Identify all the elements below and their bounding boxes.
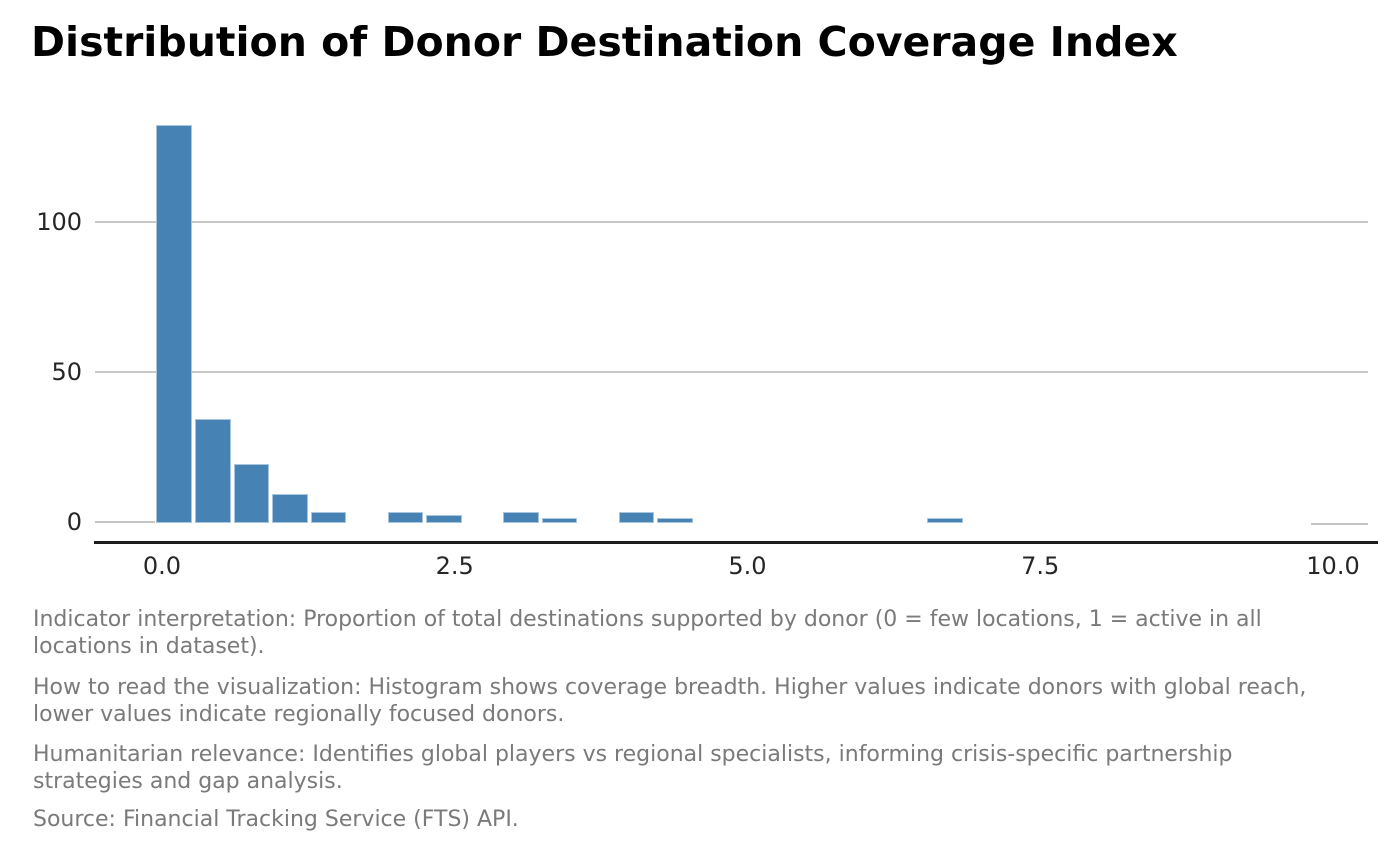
y-tick-label: 0 bbox=[66, 507, 82, 536]
note-line: locations in dataset). bbox=[33, 634, 265, 659]
zero-gridline-right-segment bbox=[1311, 522, 1368, 525]
histogram-bar bbox=[233, 463, 270, 523]
histogram-bar bbox=[387, 511, 424, 523]
note-humanitarian-relevance: Humanitarian relevance: Identifies globa… bbox=[33, 741, 1232, 795]
histogram-bar bbox=[926, 517, 963, 523]
note-line: strategies and gap analysis. bbox=[33, 769, 343, 794]
histogram-bar bbox=[194, 418, 231, 523]
note-line: lower values indicate regionally focused… bbox=[33, 702, 565, 727]
x-axis-line bbox=[94, 540, 1378, 544]
y-tick-label: 50 bbox=[51, 357, 82, 386]
x-tick-label: 2.5 bbox=[435, 552, 474, 580]
histogram-bar bbox=[156, 124, 192, 523]
histogram-bar bbox=[272, 493, 308, 523]
y-gridline bbox=[95, 220, 1368, 223]
histogram-bar bbox=[426, 514, 462, 523]
note-how-to-read: How to read the visualization: Histogram… bbox=[33, 674, 1306, 728]
note-line: How to read the visualization: Histogram… bbox=[33, 675, 1307, 700]
y-gridline bbox=[95, 370, 1368, 373]
histogram-chart: 0 50 100 0.0 2.5 5.0 7.5 10.0 bbox=[36, 124, 1378, 580]
chart-title: Distribution of Donor Destination Covera… bbox=[31, 18, 1178, 66]
note-line: Humanitarian relevance: Identifies globa… bbox=[33, 742, 1233, 767]
x-tick-label: 7.5 bbox=[1021, 552, 1060, 580]
note-line: Indicator interpretation: Proportion of … bbox=[33, 607, 1262, 632]
histogram-bar bbox=[503, 511, 539, 523]
histogram-bar bbox=[618, 511, 655, 523]
zero-gridline-left-segment bbox=[95, 520, 155, 523]
y-tick-label: 100 bbox=[36, 207, 82, 236]
histogram-bar bbox=[541, 517, 578, 523]
x-tick-label: 5.0 bbox=[728, 552, 767, 580]
x-tick-label: 10.0 bbox=[1306, 552, 1360, 580]
note-indicator-interpretation: Indicator interpretation: Proportion of … bbox=[33, 606, 1262, 660]
histogram-bar bbox=[657, 517, 693, 523]
x-tick-label: 0.0 bbox=[142, 552, 182, 580]
note-line: Source: Financial Tracking Service (FTS)… bbox=[33, 807, 519, 832]
histogram-bar bbox=[310, 511, 347, 523]
note-source: Source: Financial Tracking Service (FTS)… bbox=[33, 806, 519, 833]
